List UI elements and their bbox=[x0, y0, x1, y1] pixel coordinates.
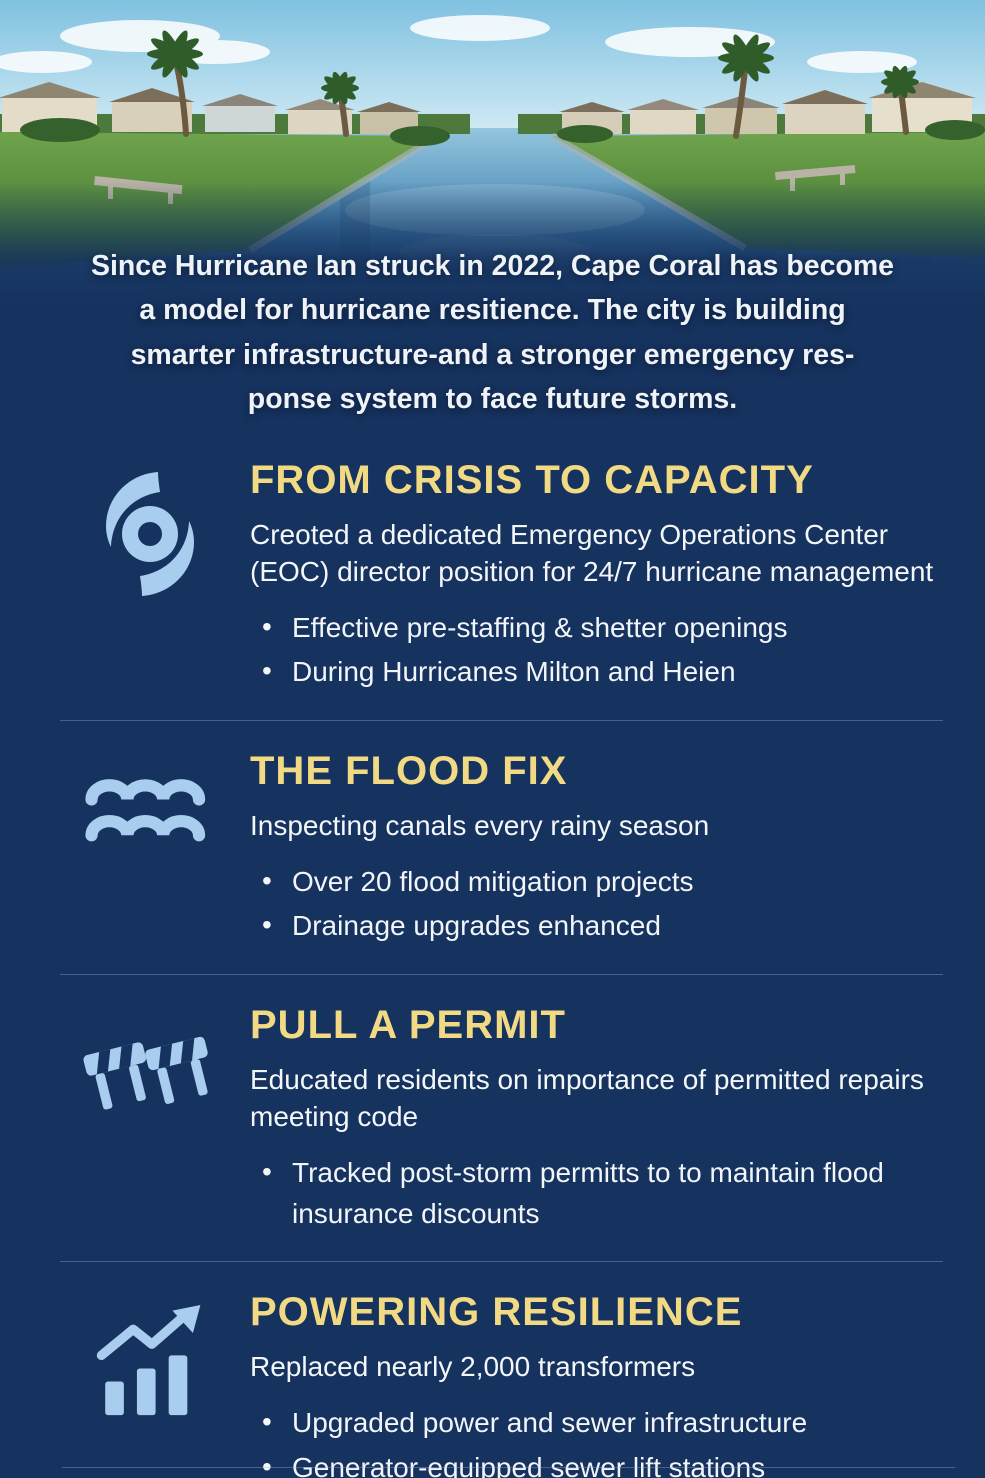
bullet-item: During Hurricanes Milton and Heien bbox=[262, 650, 940, 692]
waves-icon bbox=[50, 749, 250, 855]
section-body: Educated residents on importance of perm… bbox=[250, 1063, 924, 1132]
sections: FROM CRISIS TO CAPACITY Creoted a dedica… bbox=[0, 432, 985, 1478]
bottom-divider bbox=[62, 1467, 955, 1468]
hero: Since Hurricane Ian struck in 2022, Cape… bbox=[0, 0, 985, 432]
divider bbox=[60, 719, 943, 721]
roadwork-barrier-icon bbox=[50, 1003, 250, 1119]
bullet-item: Over 20 flood mitigation projects bbox=[262, 860, 940, 902]
section-title: POWERING RESILIENCE bbox=[250, 1290, 743, 1335]
bullet-item: Effective pre-staffing & shetter opening… bbox=[262, 606, 940, 648]
section-body: Replaced nearly 2,000 transformers bbox=[250, 1351, 696, 1383]
bullet-item: Tracked post-storm permitts to to mainta… bbox=[262, 1151, 940, 1235]
bullet-item: Upgraded power and sewer infrastructure bbox=[262, 1401, 940, 1443]
section-powering-resilience: POWERING RESILIENCE Replaced nearly 2,00… bbox=[0, 1270, 985, 1478]
intro-line: smarter infrastructure-and a stronger em… bbox=[130, 338, 855, 371]
section-body: Creoted a dedicated Emergency Operations… bbox=[250, 519, 934, 587]
section-from-crisis-to-capacity: FROM CRISIS TO CAPACITY Creoted a dedica… bbox=[0, 438, 985, 712]
intro-line: a model for hurricane resitience. The ci… bbox=[139, 294, 846, 327]
divider bbox=[60, 973, 943, 975]
section-title: THE FLOOD FIX bbox=[250, 748, 568, 793]
section-pull-a-permit: PULL A PERMIT Educated residents on impo… bbox=[0, 983, 985, 1254]
hurricane-icon bbox=[50, 458, 250, 600]
canal-photo bbox=[0, 0, 985, 432]
section-body: Inspecting canals every rainy season bbox=[250, 809, 710, 841]
bar-chart-growth-icon bbox=[50, 1290, 250, 1422]
bullet-list: Upgraded power and sewer infrastructure … bbox=[250, 1401, 940, 1478]
divider bbox=[60, 1261, 943, 1263]
intro-line: Since Hurricane Ian struck in 2022, Cape… bbox=[90, 250, 895, 282]
section-the-flood-fix: THE FLOOD FIX Inspecting canals every ra… bbox=[0, 729, 985, 966]
intro-paragraph: Since Hurricane Ian struck in 2022, Cape… bbox=[22, 244, 963, 422]
bullet-list: Tracked post-storm permitts to to mainta… bbox=[250, 1151, 940, 1235]
bullet-item: Drainage upgrades enhanced bbox=[262, 904, 940, 946]
section-title: PULL A PERMIT bbox=[250, 1002, 566, 1047]
bullet-list: Over 20 flood mitigation projects Draina… bbox=[250, 860, 940, 947]
section-title: FROM CRISIS TO CAPACITY bbox=[250, 458, 814, 502]
bullet-list: Effective pre-staffing & shetter opening… bbox=[250, 606, 940, 693]
bullet-item: Generator-equipped sewer lift stations bbox=[262, 1446, 940, 1478]
intro-line: ponse system to face future storms. bbox=[247, 383, 738, 416]
